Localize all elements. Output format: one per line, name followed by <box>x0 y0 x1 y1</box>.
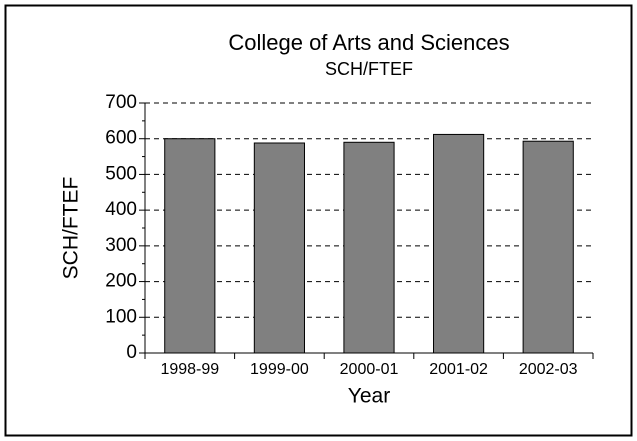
bar <box>522 140 574 354</box>
bar <box>343 141 395 354</box>
bar <box>433 133 485 354</box>
y-axis-label: SCH/FTEF <box>60 177 83 280</box>
y-tick-label: 300 <box>105 235 137 256</box>
y-tick-label: 600 <box>105 128 137 149</box>
x-tick-label: 1999-00 <box>250 361 309 378</box>
x-axis-label: Year <box>348 385 390 408</box>
chart-title: College of Arts and Sciences <box>228 30 509 55</box>
y-tick-label: 500 <box>105 163 137 184</box>
chart-subtitle: SCH/FTEF <box>325 59 413 79</box>
x-tick-label: 1998-99 <box>160 361 219 378</box>
y-tick-label: 400 <box>105 199 137 220</box>
bar <box>164 138 216 354</box>
x-tick-label: 2002-03 <box>519 361 578 378</box>
y-tick-label: 0 <box>126 342 137 363</box>
x-tick-label: 2001-02 <box>429 361 488 378</box>
x-tick-label: 2000-01 <box>340 361 399 378</box>
bar <box>253 142 305 354</box>
y-tick-label: 200 <box>105 271 137 292</box>
y-tick-label: 700 <box>105 92 137 113</box>
y-tick-label: 100 <box>105 306 137 327</box>
